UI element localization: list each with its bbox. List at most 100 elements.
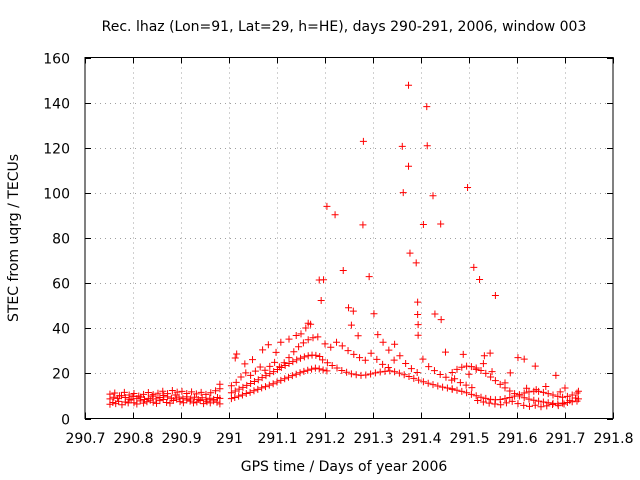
data-point — [231, 387, 239, 395]
data-point — [439, 383, 447, 391]
data-point — [296, 369, 304, 377]
data-point — [249, 356, 257, 364]
data-point — [482, 369, 490, 377]
data-point — [437, 220, 445, 228]
data-point — [311, 364, 319, 372]
x-tick-label: 290.9 — [161, 431, 201, 447]
data-point — [361, 356, 369, 364]
data-point — [554, 402, 562, 410]
data-point — [419, 355, 427, 363]
y-tick-label: 120 — [43, 142, 70, 158]
data-point — [414, 298, 422, 306]
x-tick-label: 291 — [216, 431, 243, 447]
data-point — [482, 394, 490, 402]
data-point — [544, 399, 552, 407]
data-point — [216, 380, 224, 388]
data-point — [154, 389, 162, 397]
data-point — [434, 382, 442, 390]
data-point — [530, 396, 538, 404]
data-point — [552, 371, 560, 379]
data-point — [520, 401, 528, 409]
data-point — [486, 349, 494, 357]
data-point — [300, 353, 308, 361]
data-point — [333, 338, 341, 346]
y-tick-label: 60 — [52, 277, 70, 293]
data-point — [247, 371, 255, 379]
data-point — [470, 263, 478, 271]
data-point — [414, 321, 422, 329]
x-tick-label: 291.8 — [593, 431, 633, 447]
data-point — [523, 384, 531, 392]
data-point — [254, 385, 262, 393]
data-point — [367, 349, 375, 357]
data-point — [458, 363, 466, 371]
data-point — [321, 340, 329, 348]
data-point — [121, 394, 129, 402]
data-point — [281, 375, 289, 383]
data-point — [415, 376, 423, 384]
data-point — [231, 354, 239, 362]
data-point — [556, 388, 564, 396]
data-point — [176, 398, 184, 406]
data-point — [288, 372, 296, 380]
data-point — [227, 389, 235, 397]
data-point — [506, 387, 514, 395]
data-point — [273, 378, 281, 386]
data-point — [453, 386, 461, 394]
y-tick-label: 20 — [52, 367, 70, 383]
data-point — [532, 386, 540, 394]
data-point — [491, 377, 499, 385]
data-point — [573, 389, 581, 397]
data-point — [561, 384, 569, 392]
y-tick-label: 140 — [43, 97, 70, 113]
data-point — [574, 395, 582, 403]
data-point — [144, 389, 152, 397]
data-point — [149, 398, 157, 406]
data-point — [295, 343, 303, 351]
data-point — [238, 391, 246, 399]
data-point — [277, 338, 285, 346]
data-point — [115, 397, 123, 405]
data-point — [467, 363, 475, 371]
y-tick-label: 40 — [52, 322, 70, 338]
data-point — [554, 392, 562, 400]
data-point — [314, 333, 322, 341]
data-point — [285, 359, 293, 367]
data-point — [207, 389, 215, 397]
data-point — [231, 394, 239, 402]
data-point — [406, 249, 414, 257]
data-point — [431, 310, 439, 318]
data-point — [233, 350, 241, 358]
x-tick-label: 291.3 — [353, 431, 393, 447]
data-point — [261, 383, 269, 391]
data-point — [430, 367, 438, 375]
data-point — [443, 384, 451, 392]
data-point — [437, 316, 445, 324]
data-point — [242, 369, 250, 377]
data-point — [352, 371, 360, 379]
data-point — [520, 355, 528, 363]
x-tick-label: 291.4 — [401, 431, 441, 447]
data-point — [491, 292, 499, 300]
data-point — [563, 392, 571, 400]
data-point — [312, 351, 320, 359]
data-point — [319, 366, 327, 374]
data-point — [476, 276, 484, 284]
data-point — [525, 402, 533, 410]
data-point — [436, 371, 444, 379]
data-point — [187, 395, 195, 403]
x-tick-label: 290.7 — [65, 431, 105, 447]
data-point — [442, 373, 450, 381]
data-point — [506, 369, 514, 377]
data-point — [531, 362, 539, 370]
data-point — [239, 383, 247, 391]
data-point — [309, 334, 317, 342]
data-point — [347, 370, 355, 378]
data-point — [448, 376, 456, 384]
data-point — [242, 389, 250, 397]
data-point — [370, 310, 378, 318]
data-point — [506, 394, 514, 402]
data-point — [464, 183, 472, 191]
x-tick-label: 290.8 — [113, 431, 153, 447]
data-point — [141, 396, 149, 404]
